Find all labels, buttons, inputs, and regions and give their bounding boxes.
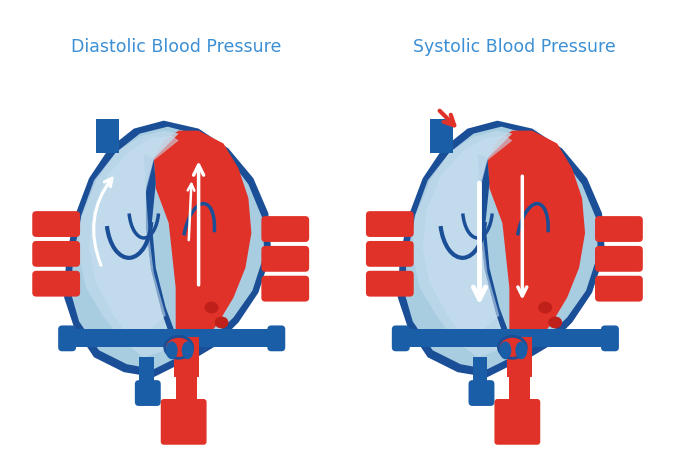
- Polygon shape: [487, 130, 585, 362]
- Polygon shape: [398, 329, 607, 347]
- FancyBboxPatch shape: [175, 399, 192, 445]
- FancyBboxPatch shape: [522, 399, 540, 445]
- FancyBboxPatch shape: [188, 399, 206, 445]
- Ellipse shape: [538, 302, 552, 314]
- Polygon shape: [64, 121, 272, 377]
- FancyBboxPatch shape: [366, 211, 414, 237]
- FancyBboxPatch shape: [601, 325, 619, 351]
- FancyBboxPatch shape: [595, 276, 643, 302]
- FancyBboxPatch shape: [32, 241, 80, 267]
- Polygon shape: [430, 119, 453, 153]
- FancyBboxPatch shape: [494, 399, 512, 445]
- Ellipse shape: [498, 336, 526, 358]
- Ellipse shape: [182, 342, 194, 359]
- Polygon shape: [473, 357, 487, 392]
- Polygon shape: [154, 130, 251, 362]
- Polygon shape: [510, 375, 531, 402]
- Polygon shape: [405, 127, 598, 369]
- Polygon shape: [174, 337, 199, 377]
- FancyBboxPatch shape: [161, 399, 178, 445]
- Polygon shape: [144, 153, 188, 362]
- FancyBboxPatch shape: [366, 241, 414, 267]
- Polygon shape: [510, 343, 531, 377]
- FancyBboxPatch shape: [135, 380, 161, 406]
- Ellipse shape: [204, 302, 218, 314]
- Polygon shape: [162, 402, 206, 417]
- FancyBboxPatch shape: [58, 325, 76, 351]
- FancyBboxPatch shape: [595, 246, 643, 272]
- FancyBboxPatch shape: [468, 380, 494, 406]
- Ellipse shape: [515, 342, 527, 359]
- FancyBboxPatch shape: [32, 211, 80, 237]
- Ellipse shape: [164, 336, 193, 358]
- Polygon shape: [423, 136, 512, 343]
- FancyBboxPatch shape: [508, 399, 526, 445]
- FancyBboxPatch shape: [267, 325, 286, 351]
- Polygon shape: [412, 130, 512, 357]
- FancyBboxPatch shape: [32, 271, 80, 297]
- Polygon shape: [508, 337, 532, 377]
- Ellipse shape: [548, 316, 562, 329]
- Ellipse shape: [166, 342, 178, 359]
- Polygon shape: [176, 375, 197, 402]
- Polygon shape: [96, 119, 119, 153]
- Text: Diastolic Blood Pressure: Diastolic Blood Pressure: [71, 38, 281, 56]
- Polygon shape: [496, 402, 539, 417]
- Polygon shape: [64, 329, 273, 347]
- Polygon shape: [139, 357, 154, 392]
- FancyBboxPatch shape: [366, 271, 414, 297]
- Polygon shape: [89, 136, 178, 343]
- FancyBboxPatch shape: [595, 216, 643, 242]
- FancyBboxPatch shape: [261, 246, 309, 272]
- Polygon shape: [78, 130, 178, 357]
- FancyBboxPatch shape: [392, 325, 410, 351]
- Polygon shape: [176, 343, 197, 377]
- Ellipse shape: [499, 342, 512, 359]
- Text: Systolic Blood Pressure: Systolic Blood Pressure: [413, 38, 616, 56]
- Ellipse shape: [214, 316, 228, 329]
- Polygon shape: [71, 127, 265, 369]
- FancyBboxPatch shape: [261, 216, 309, 242]
- FancyBboxPatch shape: [261, 276, 309, 302]
- Polygon shape: [477, 153, 522, 362]
- Polygon shape: [398, 121, 605, 377]
